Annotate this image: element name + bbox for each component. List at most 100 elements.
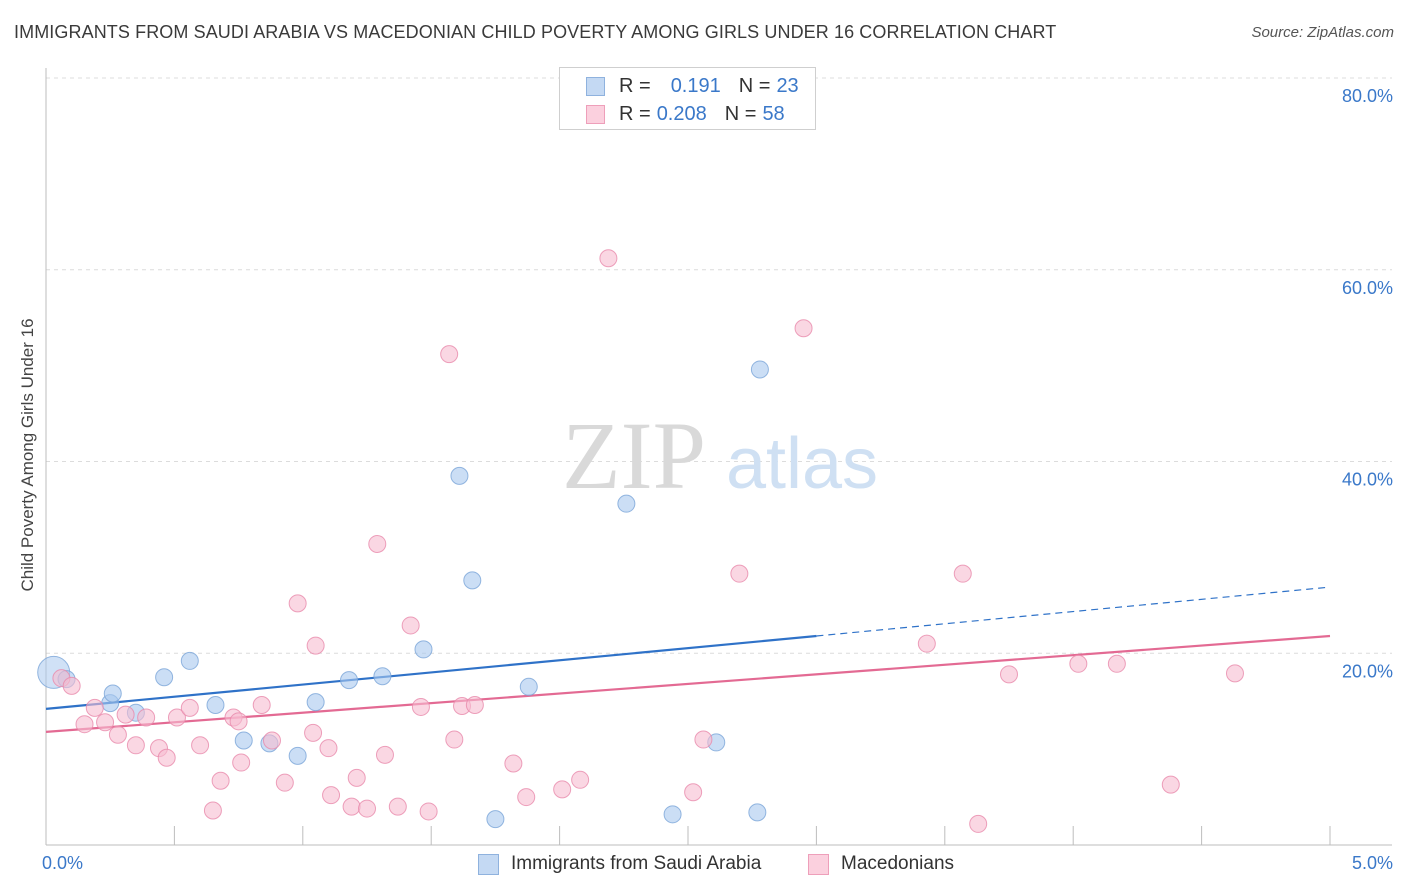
macedonian-point xyxy=(1000,665,1018,684)
series-legend-saudi: Immigrants from Saudi Arabia xyxy=(478,852,761,876)
macedonian-point xyxy=(211,771,230,790)
macedonian-point xyxy=(180,698,199,717)
saudi-point xyxy=(340,671,359,690)
series-legend-macedonian: Macedonians xyxy=(808,852,954,876)
macedonian-point xyxy=(75,715,94,734)
macedonian-point xyxy=(275,773,294,792)
macedonian-point xyxy=(1225,664,1244,683)
n-value-saudi: 23 xyxy=(776,74,799,97)
y-tick-label-20: 20.0% xyxy=(1342,661,1393,681)
macedonian-point xyxy=(465,696,484,715)
saudi-point xyxy=(373,667,392,686)
macedonian-point xyxy=(319,739,338,758)
macedonian-point xyxy=(347,768,366,787)
macedonian-point xyxy=(229,712,248,731)
watermark-atlas: atlas xyxy=(726,424,878,504)
saudi-point xyxy=(486,810,505,829)
legend-swatch-macedonian xyxy=(586,104,605,124)
macedonian-point xyxy=(304,723,323,742)
macedonian-point xyxy=(440,345,459,364)
macedonian-point xyxy=(306,636,325,655)
tick-labels: 20.0% 40.0% 60.0% 80.0% 0.0% 5.0% xyxy=(42,86,1393,873)
macedonian-point xyxy=(322,786,341,805)
macedonian-point xyxy=(553,780,572,799)
x-tick-label-min: 0.0% xyxy=(42,853,83,873)
saudi-point xyxy=(288,746,307,765)
saudi-point xyxy=(155,668,174,687)
saudi-trend-line xyxy=(45,634,817,710)
macedonian-point xyxy=(157,748,176,767)
chart-source: Source: ZipAtlas.com xyxy=(1251,24,1394,41)
stats-row-saudi: R = 0.191 N = 23 xyxy=(586,73,799,99)
macedonian-point xyxy=(953,564,972,583)
r-value-saudi: 0.191 xyxy=(670,74,721,97)
macedonian-point xyxy=(232,753,251,772)
series-name-saudi: Immigrants from Saudi Arabia xyxy=(511,853,762,874)
saudi-point xyxy=(180,651,199,670)
macedonian-point xyxy=(794,319,813,338)
series-name-macedonian: Macedonians xyxy=(841,853,955,874)
macedonian-point xyxy=(262,731,281,750)
macedonian-point xyxy=(401,616,420,635)
series-swatch-macedonian xyxy=(808,853,829,875)
macedonian-point xyxy=(375,745,394,764)
macedonian-point xyxy=(358,799,376,818)
saudi-point xyxy=(103,684,122,703)
macedonian-point xyxy=(126,736,145,755)
macedonian-point xyxy=(1069,654,1088,673)
macedonian-point xyxy=(252,696,271,715)
macedonian-point xyxy=(167,708,186,727)
data-points xyxy=(37,249,1244,833)
macedonian-point xyxy=(137,708,156,727)
saudi-point xyxy=(748,803,767,822)
saudi-point xyxy=(414,640,433,659)
r-value-macedonian: 0.208 xyxy=(656,102,707,125)
macedonian-point xyxy=(368,534,387,553)
macedonian-point xyxy=(517,788,536,807)
axes xyxy=(45,68,1392,846)
n-label: N = xyxy=(738,74,771,97)
series-swatch-saudi xyxy=(478,853,499,875)
chart-title: IMMIGRANTS FROM SAUDI ARABIA VS MACEDONI… xyxy=(14,22,1057,42)
macedonian-point xyxy=(62,676,81,695)
y-tick-label-80: 80.0% xyxy=(1342,86,1393,106)
macedonian-point xyxy=(694,730,713,749)
macedonian-point xyxy=(684,783,703,802)
n-label: N = xyxy=(724,102,757,125)
saudi-point xyxy=(306,693,325,712)
saudi-trend-extension xyxy=(816,586,1331,637)
macedonian-point xyxy=(504,754,523,773)
grid-lines xyxy=(46,77,1392,654)
trend-lines xyxy=(45,586,1331,733)
macedonian-trend-line xyxy=(45,634,1331,733)
x-tick-label-max: 5.0% xyxy=(1352,853,1393,873)
macedonian-point xyxy=(1161,775,1180,794)
macedonian-point xyxy=(191,736,210,755)
macedonian-point xyxy=(969,814,988,833)
y-tick-label-60: 60.0% xyxy=(1342,278,1393,298)
macedonian-point xyxy=(116,705,135,724)
y-tick-label-40: 40.0% xyxy=(1342,470,1393,490)
macedonian-point xyxy=(203,801,222,820)
stats-row-macedonian: R = 0.208 N = 58 xyxy=(586,101,785,127)
saudi-point xyxy=(206,696,225,715)
saudi-point xyxy=(450,466,469,485)
saudi-point xyxy=(663,805,682,824)
legend-swatch-saudi xyxy=(586,76,605,96)
macedonian-point xyxy=(571,770,590,789)
saudi-point xyxy=(234,731,253,750)
r-label: R = xyxy=(619,102,651,125)
macedonian-point xyxy=(599,249,618,268)
macedonian-point xyxy=(411,697,430,716)
macedonian-point xyxy=(445,730,464,749)
saudi-point xyxy=(463,571,482,590)
macedonian-point xyxy=(419,802,438,821)
saudi-point xyxy=(519,677,538,696)
n-value-macedonian: 58 xyxy=(762,102,785,125)
macedonian-point xyxy=(288,594,307,613)
macedonian-point xyxy=(388,797,407,816)
stats-legend: R = 0.191 N = 23 R = 0.208 N = 58 xyxy=(559,67,816,130)
macedonian-point xyxy=(96,713,115,732)
macedonian-point xyxy=(730,564,749,583)
